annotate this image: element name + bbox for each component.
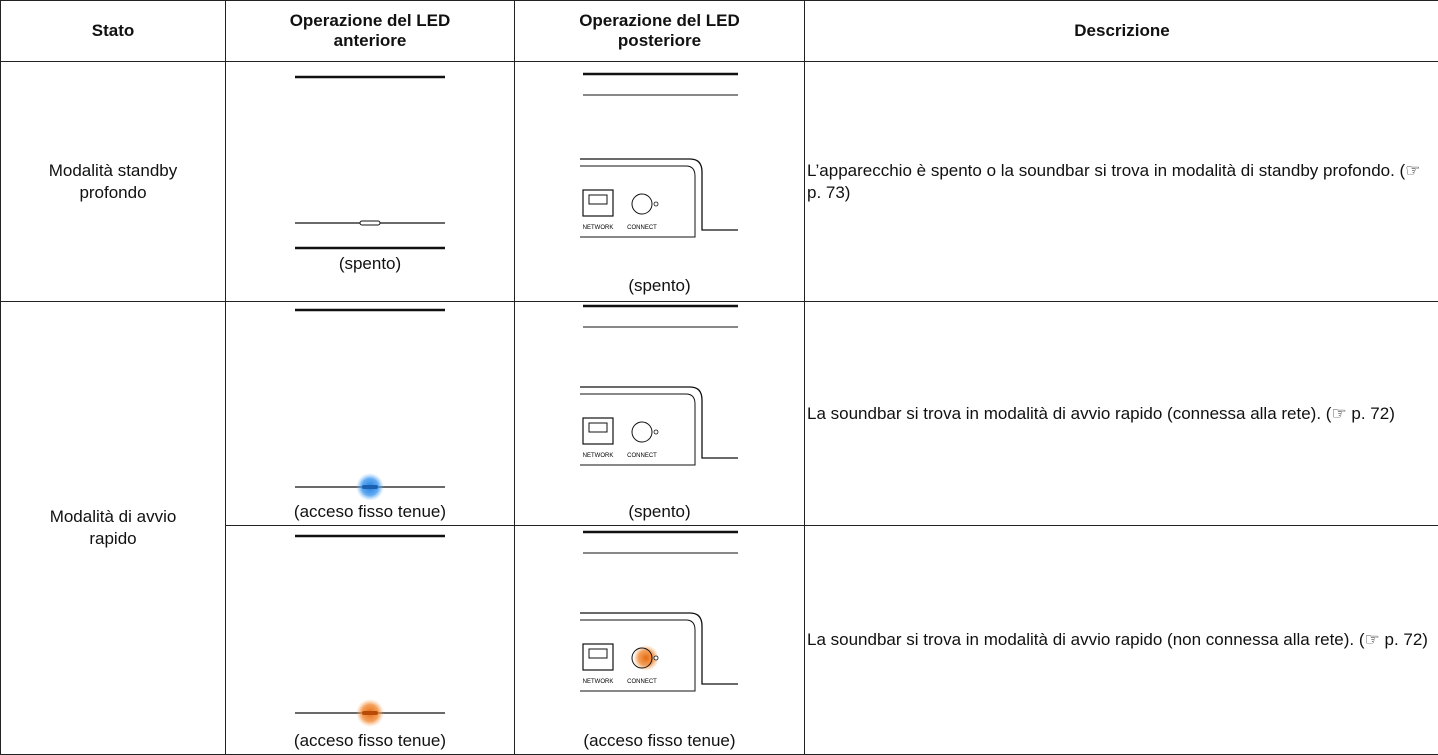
front-caption: (acceso fisso tenue) [293, 502, 447, 521]
front-illustration [295, 308, 445, 500]
front-cell: (acceso fisso tenue) [225, 301, 515, 526]
description-cell: L’apparecchio è spento o la soundbar si … [804, 61, 1438, 302]
header-row: Stato Operazione del LED anteriore Opera… [0, 0, 1438, 62]
state-cell: Modalità standby profondo [0, 61, 226, 302]
description-cell: La soundbar si trova in modalità di avvi… [804, 301, 1438, 526]
description-text: La soundbar si trova in modalità di avvi… [807, 630, 1428, 649]
state-text: Modalità di avvio rapido [49, 507, 177, 548]
rear-cell: NETWORK CONNECT (spento) [514, 61, 805, 302]
panel-label: NETWORK [582, 679, 613, 685]
rear-cell: NETWORK CONNECT (spento) [514, 301, 805, 526]
header-cell: Operazione del LED posteriore [514, 0, 805, 62]
panel-label: CONNECT [627, 225, 657, 231]
front-caption: (spento) [338, 254, 402, 273]
panel-label: CONNECT [627, 453, 657, 459]
front-illustration [295, 75, 445, 250]
header-text: Descrizione [1074, 21, 1170, 40]
rear-caption: (acceso fisso tenue) [583, 731, 736, 750]
rear-caption: (spento) [628, 502, 691, 521]
front-illustration [295, 534, 445, 727]
description-text: La soundbar si trova in modalità di avvi… [807, 403, 1395, 423]
header-cell: Operazione del LED anteriore [225, 0, 515, 62]
description-text: L’apparecchio è spento o la soundbar si … [807, 160, 1421, 202]
rear-illustration: NETWORK CONNECT [579, 304, 738, 466]
rear-illustration: NETWORK CONNECT [579, 72, 738, 238]
panel-label: NETWORK [582, 225, 613, 231]
rear-cell: NETWORK CONNECT (acceso fisso tenue) [514, 525, 805, 755]
description-cell: La soundbar si trova in modalità di avvi… [804, 525, 1438, 755]
row: (acceso fisso tenue) NETWORK CONNECT (ac… [1, 525, 1438, 755]
state-cell: Modalità di avvio rapido [0, 301, 226, 755]
front-cell: (acceso fisso tenue) [225, 525, 515, 755]
header-cell: Stato [0, 0, 226, 62]
header-text: Operazione del LED anteriore [289, 11, 451, 50]
row: Modalità di avvio rapido (acceso fisso t… [0, 301, 1438, 755]
header-text: Operazione del LED posteriore [579, 11, 740, 50]
rear-illustration: NETWORK CONNECT [579, 530, 738, 692]
header-cell: Descrizione [804, 0, 1438, 62]
state-text: Modalità standby profondo [48, 160, 178, 202]
front-caption: (acceso fisso tenue) [293, 731, 447, 750]
header-text: Stato [91, 21, 135, 40]
panel-label: CONNECT [627, 679, 657, 685]
row: Modalità standby profondo (spento) NETWO… [0, 61, 1438, 302]
panel-label: NETWORK [582, 453, 613, 459]
rear-caption: (spento) [628, 276, 691, 295]
front-cell: (spento) [225, 61, 515, 302]
